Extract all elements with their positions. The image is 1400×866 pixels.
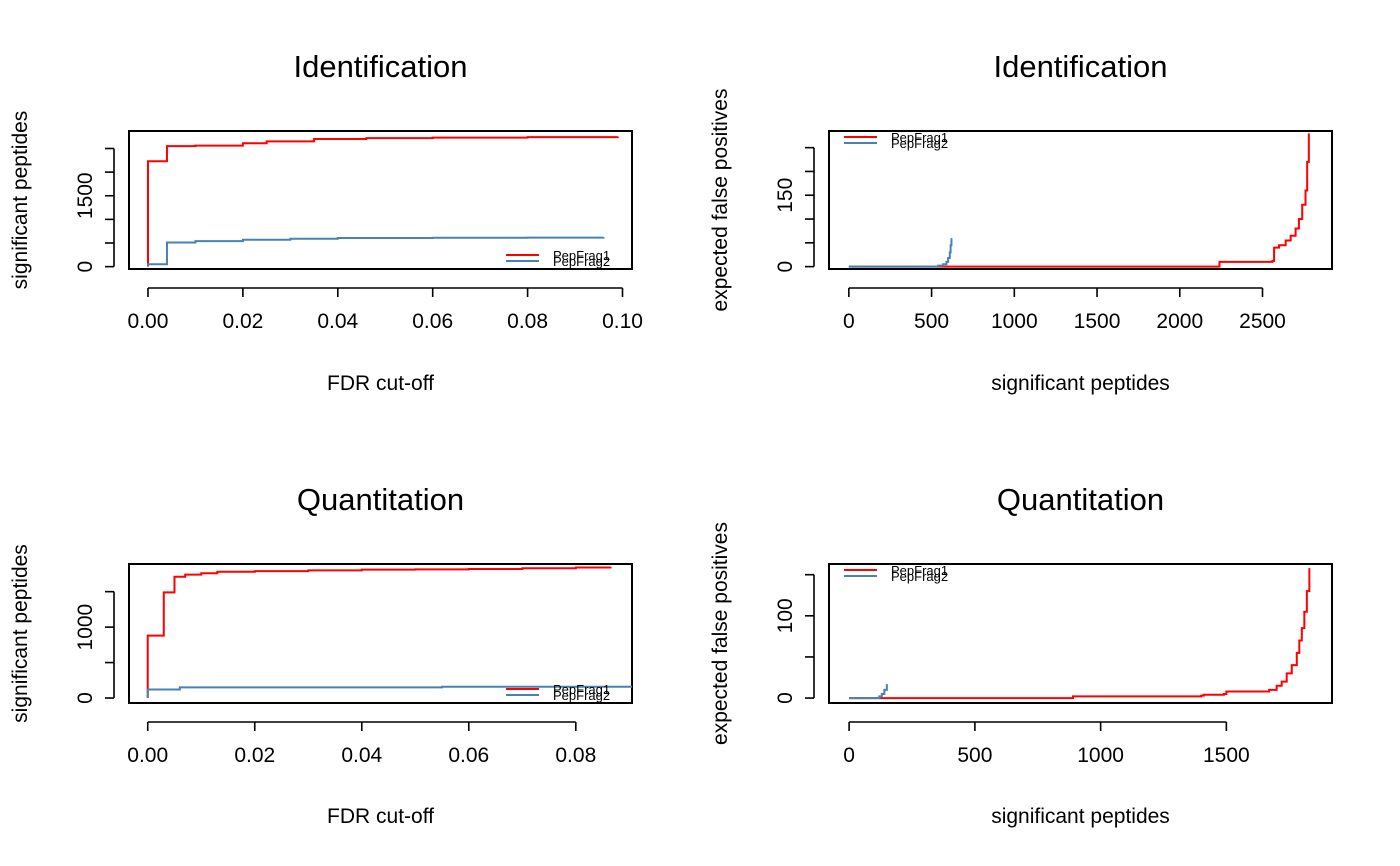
series-line-pepfrag1 [146,566,612,699]
x-tick-label: 2500 [1239,310,1286,333]
chart-panel-3: Quantitation 0.00 0.02 0.04 0.06 0.08 0 1000 FDR… [9,482,633,828]
y-tick-label: 1500 [74,172,97,219]
x-tick-label: 1500 [1074,310,1121,333]
y-tick-label: 150 [774,178,797,213]
chart-title: Identification [993,49,1167,84]
x-tick-label: 0.04 [341,744,382,767]
x-tick-label: 0 [843,310,855,333]
plot-frame [128,563,633,704]
y-axis-title: significant peptides [9,544,32,723]
x-tick-label: 0.02 [234,744,275,767]
x-tick-label: 1500 [1203,744,1250,767]
legend-label: PepFrag2 [553,254,610,269]
x-tick-label: 2000 [1156,310,1203,333]
legend-label: PepFrag2 [891,569,948,584]
legend-label: PepFrag1 [553,248,610,263]
series-line-pepfrag1 [848,133,1310,268]
y-tick-label: 0 [74,261,97,273]
x-tick-label: 500 [914,310,949,333]
x-axis-title: significant peptides [991,372,1170,395]
x-tick-label: 1000 [1077,744,1124,767]
x-tick-label: 0.04 [317,310,358,333]
x-tick-label: 1000 [991,310,1038,333]
legend-label: PepFrag2 [891,136,948,151]
y-axis-title: expected false positives [709,89,732,312]
x-tick-label: 0.06 [412,310,453,333]
x-tick-label: 0.02 [222,310,263,333]
x-axis-title: FDR cut-off [327,372,434,395]
y-tick-label: 1000 [74,604,97,651]
x-axis-title: significant peptides [991,805,1170,828]
x-tick-label: 0.00 [128,310,169,333]
x-tick-label: 0.08 [555,744,596,767]
x-axis-title: FDR cut-off [327,805,434,828]
y-tick-label: 0 [74,692,97,704]
series-line-pepfrag2 [848,238,953,268]
plot-frame [828,130,1333,270]
y-tick-label: 0 [774,261,797,273]
series-line-pepfrag2 [849,684,888,700]
y-axis-title: significant peptides [9,111,32,290]
x-tick-label: 0.08 [507,310,548,333]
legend-label: PepFrag1 [553,682,610,697]
plot-frame [128,130,633,270]
x-tick-label: 0.10 [602,310,643,333]
series-line-pepfrag1 [849,568,1311,700]
chart-title: Quantitation [297,482,464,517]
legend-label: PepFrag2 [553,688,610,703]
x-tick-label: 500 [957,744,992,767]
series-line-pepfrag1 [146,136,619,267]
series-line-pepfrag2 [146,685,632,699]
y-tick-label: 0 [774,692,797,704]
chart-title: Quantitation [997,482,1164,517]
legend-label: PepFrag1 [891,130,948,145]
chart-panel-4: Quantitation 0 500 1000 1500 0 100 significant … [709,482,1333,828]
x-tick-label: 0.00 [127,744,168,767]
x-tick-label: 0 [843,744,855,767]
chart-panel-1: Identification 0.00 0.02 0.04 0.06 0.08 0.10 0 1… [9,49,643,395]
legend-label: PepFrag1 [891,563,948,578]
y-tick-label: 100 [774,598,797,633]
series-line-pepfrag2 [146,236,605,267]
chart-title: Identification [293,49,467,84]
x-tick-label: 0.06 [448,744,489,767]
y-axis-title: expected false positives [709,522,732,745]
plot-frame [828,563,1333,704]
chart-panel-2: Identification 0 500 1000 1500 2000 2500 0 150 si… [709,49,1333,395]
